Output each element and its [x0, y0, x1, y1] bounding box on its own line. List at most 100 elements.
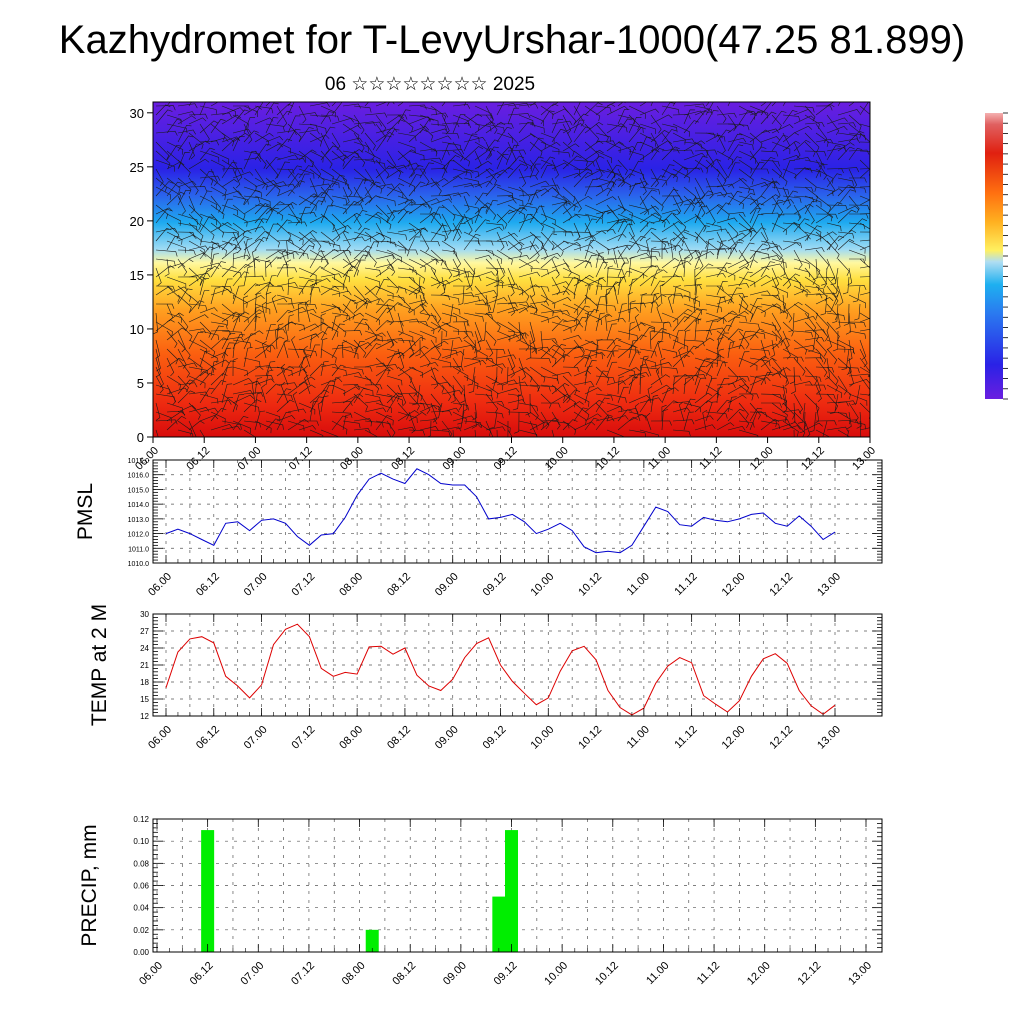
wind-barb — [518, 284, 540, 296]
wind-barb — [364, 384, 383, 390]
wind-barb — [210, 213, 222, 230]
wind-barb — [309, 429, 324, 437]
wind-barb — [771, 214, 785, 233]
wind-barb — [804, 247, 825, 253]
wind-barb — [584, 387, 602, 395]
wind-barb — [749, 402, 761, 420]
wind-barb — [595, 140, 616, 146]
wind-barb — [419, 367, 439, 377]
wind-barb — [760, 180, 780, 188]
wind-barb — [837, 400, 856, 406]
wind-barb — [551, 195, 568, 206]
x-tick-label: 10.00 — [528, 724, 556, 752]
wind-barb — [309, 195, 326, 203]
wind-barb — [859, 375, 870, 396]
wind-barb — [694, 357, 713, 368]
wind-barb — [672, 285, 681, 305]
x-tick-label: 11.00 — [646, 445, 673, 472]
wind-barb — [826, 147, 847, 152]
wind-barb — [738, 228, 757, 233]
wind-barb — [804, 150, 827, 157]
wind-barb — [843, 303, 850, 326]
wind-barb — [243, 195, 260, 203]
wind-barb — [716, 168, 727, 186]
wind-barb — [628, 141, 643, 161]
wind-barb — [375, 319, 392, 332]
wind-barb — [496, 123, 514, 129]
wind-barb — [254, 365, 273, 371]
wind-barb — [628, 372, 650, 377]
wind-barb — [408, 393, 420, 411]
wind-barb — [408, 159, 415, 177]
wind-barb — [859, 186, 870, 188]
wind-barb — [254, 180, 278, 188]
wind-barb — [452, 312, 469, 326]
wind-barb — [540, 375, 559, 384]
wind-barb — [232, 263, 251, 278]
wind-barb — [320, 182, 338, 197]
wind-barb — [243, 295, 265, 305]
wind-barb — [782, 221, 799, 233]
wind-barb — [386, 351, 405, 359]
wind-barb — [760, 240, 778, 250]
wind-barb — [859, 317, 870, 323]
wind-barb — [408, 129, 428, 143]
wind-barb — [353, 158, 376, 164]
wind-barb — [177, 234, 197, 242]
wind-barb — [166, 114, 182, 125]
wind-barb — [463, 294, 480, 302]
wind-barb — [683, 231, 699, 243]
wind-barb — [397, 384, 407, 407]
wind-barb — [562, 345, 582, 359]
wind-barb — [474, 219, 491, 233]
x-tick-label: 08.00 — [337, 724, 365, 752]
wind-barb — [430, 206, 445, 224]
wind-barb — [440, 276, 446, 296]
wind-barb — [705, 355, 725, 368]
wind-barb — [793, 393, 803, 414]
wind-barb — [221, 360, 236, 377]
wind-barb — [177, 362, 198, 368]
wind-barb — [639, 293, 647, 314]
wind-barb — [782, 356, 804, 362]
wind-barb — [639, 294, 658, 300]
x-tick-label: 13.00 — [846, 960, 874, 988]
wind-barb — [573, 354, 592, 360]
wind-barb — [529, 384, 551, 392]
wind-barb — [452, 222, 461, 241]
wind-barb — [243, 420, 262, 428]
wind-barb — [595, 312, 606, 332]
wind-barb — [452, 168, 472, 179]
wind-barb — [573, 168, 593, 175]
wind-barb — [463, 146, 484, 161]
wind-barb — [177, 103, 198, 109]
wind-barb — [826, 204, 848, 211]
pmsl-panel: 1010.01011.01012.01013.01014.01015.01016… — [74, 458, 883, 599]
wind-barb — [232, 230, 252, 242]
wind-barb — [738, 105, 756, 120]
wind-barb — [716, 422, 735, 431]
wind-barb — [430, 231, 446, 241]
wind-barb — [353, 294, 368, 309]
wind-barb — [854, 303, 861, 321]
wind-barb — [507, 307, 529, 314]
wind-barb — [353, 339, 367, 358]
wind-barb — [199, 321, 212, 338]
wind-barb — [859, 231, 870, 233]
wind-barb — [584, 140, 604, 152]
wind-barb — [540, 348, 557, 364]
wind-barb — [518, 339, 538, 355]
wind-barb — [386, 395, 403, 413]
wind-barb — [705, 317, 727, 323]
wind-barb — [309, 168, 325, 185]
wind-barb — [606, 245, 630, 251]
wind-barb — [188, 371, 209, 386]
wind-barb — [771, 367, 791, 377]
wind-barb — [606, 402, 623, 412]
wind-barb — [613, 246, 619, 269]
wind-barb — [507, 240, 522, 258]
x-tick-label: 10.12 — [576, 724, 604, 752]
wind-barb — [309, 200, 324, 215]
wind-barb — [771, 402, 788, 420]
